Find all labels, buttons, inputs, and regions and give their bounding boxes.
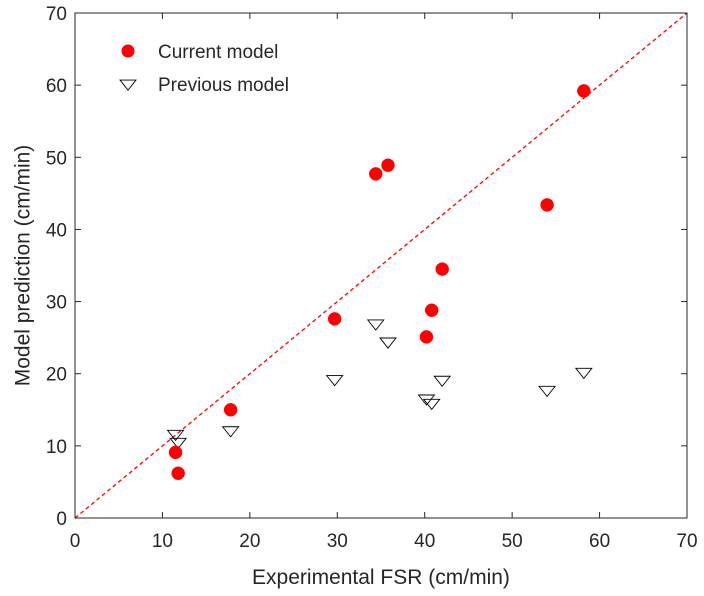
x-tick-label: 40 — [414, 531, 435, 552]
current-model-point — [435, 262, 449, 276]
previous-model-point — [379, 337, 397, 349]
legend-label-previous-model: Previous model — [158, 75, 289, 96]
y-tick-label: 20 — [46, 365, 67, 386]
legend-label-current-model: Current model — [158, 42, 278, 63]
current-model-point — [540, 198, 554, 212]
x-tick-label: 70 — [676, 531, 697, 552]
y-axis-label: Model prediction (cm/min) — [11, 145, 34, 387]
current-model-point — [171, 466, 185, 481]
x-tick-label: 50 — [502, 531, 523, 552]
previous-model-point — [538, 385, 557, 398]
legend-marker-previous-model — [119, 79, 137, 91]
y-tick-label: 0 — [56, 509, 67, 530]
y-tick-label: 30 — [46, 293, 67, 314]
ticks-group: 0 10 20 30 40 50 60 70 0 10 20 30 40 50 60 70 — [46, 4, 698, 552]
x-axis-label: Experimental FSR (cm/min) — [252, 566, 510, 589]
x-tick-label: 20 — [239, 531, 260, 552]
y-tick-label: 40 — [46, 220, 67, 241]
current-model-point — [577, 84, 591, 98]
previous-model-point — [417, 394, 436, 406]
x-tick-label: 0 — [70, 531, 81, 552]
current-model-point — [369, 167, 383, 181]
y-tick-label: 70 — [46, 4, 67, 25]
previous-model-point — [422, 398, 441, 411]
plot-area-box — [74, 12, 688, 519]
legend: Current model Previous model — [119, 42, 289, 96]
y-tick-label: 10 — [46, 437, 67, 458]
legend-marker-current-model — [121, 44, 135, 58]
current-model-point — [168, 445, 183, 460]
current-model-point — [223, 403, 238, 417]
current-model-point — [419, 330, 434, 344]
previous-model-point — [221, 426, 240, 438]
previous-model-point — [433, 375, 452, 388]
previous-model-point — [325, 375, 344, 387]
x-tick-label: 10 — [152, 531, 173, 552]
x-tick-label: 60 — [589, 531, 610, 552]
series-group — [166, 84, 593, 481]
current-model-point — [381, 158, 395, 172]
previous-model-point — [169, 437, 188, 450]
plot-frame — [74, 12, 688, 519]
previous-model-point — [574, 367, 593, 380]
previous-model-point — [366, 319, 385, 331]
x-tick-label: 30 — [327, 531, 348, 552]
current-model-point — [424, 303, 439, 317]
y-tick-label: 60 — [46, 76, 67, 97]
y-tick-label: 50 — [46, 148, 67, 169]
current-model-point — [327, 312, 342, 326]
previous-model-point — [166, 429, 185, 442]
